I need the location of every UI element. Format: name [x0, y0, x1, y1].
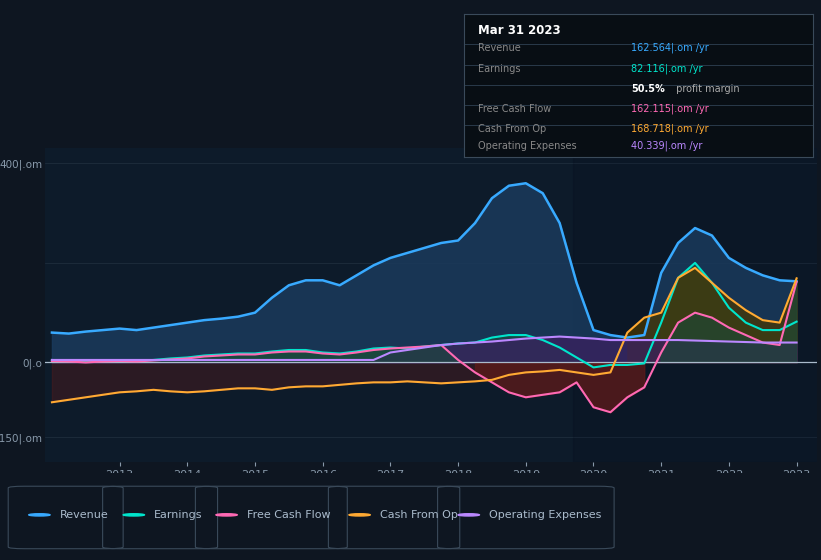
Text: Earnings: Earnings: [478, 64, 521, 74]
Text: 50.5%: 50.5%: [631, 84, 665, 94]
Text: Cash From Op: Cash From Op: [478, 124, 546, 134]
Circle shape: [123, 514, 144, 516]
Text: Free Cash Flow: Free Cash Flow: [247, 510, 331, 520]
Text: Revenue: Revenue: [478, 43, 521, 53]
Text: 162.564|.om /yr: 162.564|.om /yr: [631, 42, 709, 53]
Text: Free Cash Flow: Free Cash Flow: [478, 104, 551, 114]
Text: Operating Expenses: Operating Expenses: [478, 141, 576, 151]
Text: Cash From Op: Cash From Op: [380, 510, 458, 520]
Text: Operating Expenses: Operating Expenses: [489, 510, 602, 520]
Text: 82.116|.om /yr: 82.116|.om /yr: [631, 63, 703, 74]
Text: Earnings: Earnings: [154, 510, 203, 520]
Text: 162.115|.om /yr: 162.115|.om /yr: [631, 104, 709, 114]
Circle shape: [29, 514, 50, 516]
Circle shape: [349, 514, 370, 516]
Text: Revenue: Revenue: [60, 510, 108, 520]
Text: profit margin: profit margin: [673, 84, 740, 94]
Text: Mar 31 2023: Mar 31 2023: [478, 24, 561, 37]
Text: 168.718|.om /yr: 168.718|.om /yr: [631, 123, 709, 134]
Circle shape: [216, 514, 237, 516]
Circle shape: [458, 514, 479, 516]
Bar: [573, 148, 821, 462]
Text: 40.339|.om /yr: 40.339|.om /yr: [631, 141, 703, 151]
